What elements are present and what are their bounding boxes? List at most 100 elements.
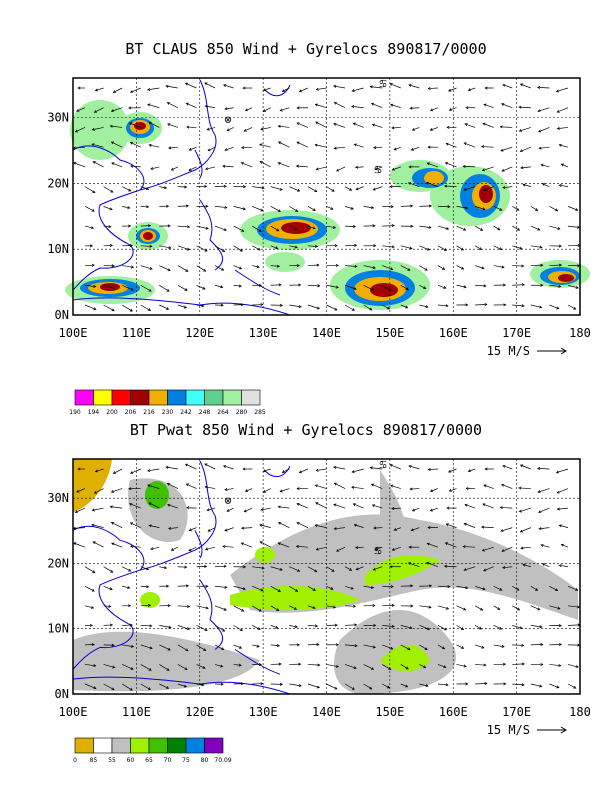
colorbar-label: 216: [143, 409, 155, 416]
wind-vector: [391, 507, 401, 509]
wind-vector: [445, 162, 457, 168]
wind-vector-head: [499, 626, 503, 630]
wind-vector: [373, 527, 383, 529]
colorbar-label: 285: [254, 409, 266, 416]
wind-vector-head: [389, 185, 393, 189]
wind-vector-head: [409, 487, 413, 491]
wind-vector-head: [91, 643, 95, 647]
wind-vector-head: [390, 103, 394, 107]
wind-vector: [326, 664, 339, 668]
wind-vector: [110, 506, 123, 509]
wind-vector: [233, 284, 242, 287]
colorbar-label: 280: [236, 409, 248, 416]
wind-vector-head: [129, 687, 133, 691]
wind-vector-head: [147, 484, 151, 488]
wind-vector-head: [244, 489, 249, 492]
wind-vector-head: [463, 285, 467, 289]
wind-vector-head: [315, 167, 319, 171]
wind-vector: [567, 225, 580, 228]
wind-vector-head: [428, 584, 433, 588]
wind-vector-head: [224, 107, 228, 111]
wind-vector-head: [223, 228, 227, 231]
wind-vector: [171, 166, 179, 171]
wind-vector-head: [312, 606, 316, 610]
wind-vector-head: [242, 587, 246, 591]
wind-vector: [549, 644, 562, 646]
colorbar-swatch: [222, 389, 242, 406]
wind-vector: [391, 127, 401, 129]
wind-vector-head: [372, 266, 376, 270]
wind-vector-head: [202, 665, 206, 669]
wind-vector-head: [535, 588, 539, 591]
wind-vector-head: [558, 663, 562, 667]
wind-vector: [530, 225, 540, 231]
wind-vector: [73, 146, 86, 149]
wind-vector-head: [334, 307, 338, 311]
wind-vector-head: [391, 126, 395, 130]
wind-vector-head: [109, 505, 113, 509]
wind-vector: [103, 304, 115, 312]
wind-vector-head: [130, 667, 134, 670]
wind-vector-head: [166, 584, 170, 588]
wind-vector: [561, 163, 569, 168]
wind-vector-head: [167, 268, 171, 272]
wind-vector: [519, 106, 531, 109]
wind-vector-head: [205, 606, 209, 610]
wind-vector-head: [277, 162, 281, 165]
wind-vector-head: [146, 205, 150, 209]
wind-vector: [519, 487, 531, 489]
wind-vector: [196, 304, 204, 307]
wind-vector-head: [391, 245, 395, 249]
wind-vector: [463, 165, 476, 168]
wind-vector-head: [92, 541, 96, 545]
wind-vector-head: [405, 305, 409, 309]
wind-vector-head: [538, 129, 542, 133]
wind-vector-head: [224, 148, 228, 152]
wind-vector-head: [296, 643, 300, 647]
lon-label: 100E: [59, 326, 88, 340]
wind-vector-head: [481, 168, 486, 172]
wind-vector-head: [426, 561, 430, 565]
wind-vector-head: [352, 122, 356, 126]
wind-vector-head: [481, 548, 486, 552]
wind-vector-head: [428, 225, 432, 229]
wind-vector: [122, 206, 130, 209]
wind-vector-head: [351, 470, 355, 473]
wind-vector: [252, 206, 264, 212]
wind-vector: [392, 546, 401, 551]
wind-vector: [475, 664, 486, 666]
wind-vector: [122, 265, 134, 268]
wind-vector-head: [185, 204, 190, 208]
wind-vector-head: [386, 685, 391, 689]
wind-vector-head: [317, 284, 321, 288]
lon-label: 160E: [439, 705, 468, 719]
wind-vector-head: [517, 607, 521, 611]
wind-vector-head: [539, 245, 543, 249]
wind-vector: [389, 83, 401, 89]
wind-vector-head: [499, 587, 503, 591]
wind-vector-head: [89, 623, 94, 627]
wind-vector-head: [204, 167, 209, 171]
wind-vector: [541, 164, 550, 168]
wind-vector: [233, 644, 242, 649]
wind-vector-head: [240, 682, 244, 686]
wind-vector-head: [407, 562, 412, 566]
wind-vector-head: [334, 686, 338, 690]
wind-vector: [168, 527, 178, 529]
wind-vector-head: [373, 244, 377, 248]
wind-vector-head: [558, 642, 563, 646]
wind-vector-head: [188, 147, 192, 151]
wind-vector: [537, 87, 550, 89]
wind-vector-head: [537, 227, 541, 231]
wind-vector-head: [77, 86, 81, 90]
wind-vector: [344, 585, 354, 590]
wind-vector: [493, 625, 502, 630]
wind-vector: [140, 585, 149, 588]
wind-vector-head: [258, 608, 262, 612]
wind-vector-head: [354, 264, 358, 268]
wind-vector-head: [110, 189, 114, 193]
wind-vector-head: [279, 682, 283, 686]
wind-vector-head: [150, 547, 154, 551]
wind-vector: [363, 683, 372, 690]
wind-vector: [519, 507, 531, 513]
